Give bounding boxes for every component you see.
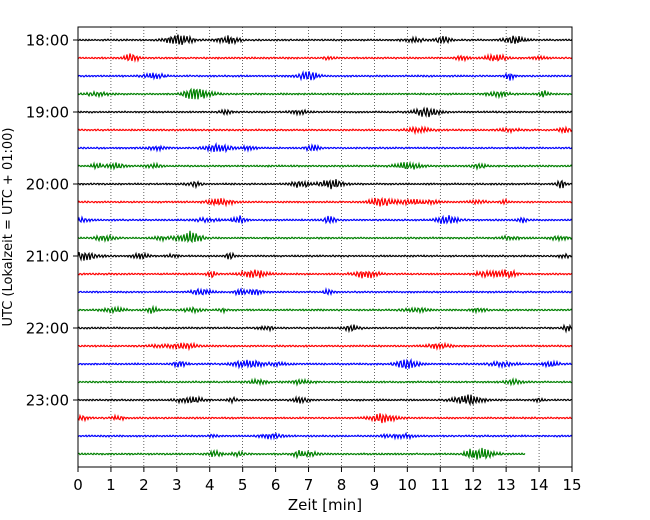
x-tick-label: 0 <box>73 476 83 494</box>
trace-2245 <box>77 377 573 387</box>
trace-2100 <box>77 251 573 262</box>
plot-frame <box>77 26 573 468</box>
trace-2015 <box>77 196 573 208</box>
trace-2115 <box>77 268 573 280</box>
y-tick-label: 18:00 <box>26 32 69 50</box>
trace-1930 <box>77 141 573 154</box>
trace-1845 <box>77 87 573 100</box>
x-axis-title: Zeit [min] <box>288 496 362 514</box>
trace-1900 <box>77 106 573 118</box>
trace-2130 <box>77 286 572 297</box>
trace-1830 <box>77 70 573 82</box>
y-axis-ticks: 18:00 19:00 20:00 21:00 22:00 23:00 <box>26 32 78 410</box>
trace-1815 <box>77 52 573 63</box>
x-axis-ticks: 0 1 2 3 4 5 6 7 8 9 10 11 12 13 14 15 <box>73 467 582 494</box>
seismogram-traces <box>77 34 573 460</box>
trace-2345 <box>77 447 526 460</box>
trace-1915 <box>77 125 573 136</box>
x-tick-label: 12 <box>464 476 483 494</box>
trace-2145 <box>77 304 573 315</box>
trace-1800 <box>77 34 573 46</box>
trace-2300 <box>77 394 573 407</box>
grid-lines <box>110 27 540 467</box>
x-tick-label: 8 <box>337 476 347 494</box>
y-tick-label: 20:00 <box>26 176 69 194</box>
y-tick-label: 19:00 <box>26 104 69 122</box>
trace-2230 <box>77 357 573 370</box>
trace-2045 <box>77 230 573 244</box>
x-tick-label: 4 <box>205 476 215 494</box>
x-tick-label: 9 <box>370 476 380 494</box>
y-tick-label: 22:00 <box>26 320 69 338</box>
x-tick-label: 15 <box>562 476 581 494</box>
x-tick-label: 1 <box>106 476 116 494</box>
trace-2330 <box>77 431 573 441</box>
trace-2000 <box>77 179 573 190</box>
y-axis-title: UTC (Lokalzeit = UTC + 01:00) <box>1 128 16 327</box>
trace-2030 <box>77 214 573 225</box>
x-tick-label: 14 <box>530 476 549 494</box>
x-tick-label: 2 <box>139 476 149 494</box>
x-tick-label: 10 <box>398 476 417 494</box>
x-tick-label: 13 <box>497 476 516 494</box>
trace-2200 <box>77 323 573 334</box>
x-tick-label: 5 <box>238 476 248 494</box>
x-tick-label: 7 <box>304 476 314 494</box>
x-tick-label: 3 <box>172 476 182 494</box>
trace-1945 <box>77 160 573 171</box>
trace-2315 <box>77 413 573 424</box>
y-tick-label: 21:00 <box>26 248 69 266</box>
x-tick-label: 11 <box>431 476 450 494</box>
y-tick-label: 23:00 <box>26 392 69 410</box>
x-tick-label: 6 <box>271 476 281 494</box>
trace-2215 <box>77 341 573 352</box>
